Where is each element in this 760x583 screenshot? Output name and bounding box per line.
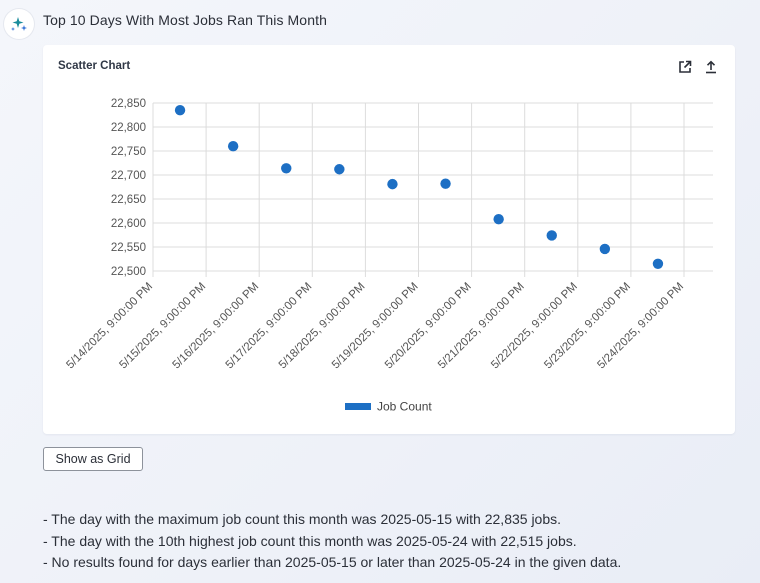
x-tick-label: 5/16/2025, 9:00:00 PM bbox=[171, 281, 262, 372]
data-point bbox=[546, 230, 557, 241]
summary-line: - The day with the 10th highest job coun… bbox=[43, 532, 577, 549]
x-tick-label: 5/17/2025, 9:00:00 PM bbox=[224, 281, 315, 372]
x-tick-label: 5/19/2025, 9:00:00 PM bbox=[330, 281, 421, 372]
y-tick-label: 22,850 bbox=[111, 98, 146, 110]
y-tick-label: 22,600 bbox=[111, 218, 146, 230]
message-title: Top 10 Days With Most Jobs Ran This Mont… bbox=[43, 12, 327, 28]
y-tick-label: 22,750 bbox=[111, 146, 146, 158]
data-point bbox=[440, 178, 451, 189]
data-point bbox=[652, 258, 664, 269]
x-tick-label: 5/20/2025, 9:00:00 PM bbox=[383, 281, 474, 372]
y-tick-label: 22,500 bbox=[111, 266, 146, 278]
assistant-avatar bbox=[4, 9, 34, 39]
data-point bbox=[281, 163, 292, 174]
chart-card-actions bbox=[677, 59, 719, 75]
sparkle-icon bbox=[11, 17, 27, 31]
y-tick-label: 22,700 bbox=[111, 170, 146, 182]
data-point bbox=[599, 243, 611, 255]
summary-line: - The day with the maximum job count thi… bbox=[43, 511, 562, 527]
data-point bbox=[227, 141, 239, 152]
x-tick-label: 5/21/2025, 9:00:00 PM bbox=[436, 281, 527, 372]
data-point bbox=[174, 105, 186, 116]
legend-swatch bbox=[345, 403, 371, 410]
data-point bbox=[493, 213, 504, 225]
x-tick-label: 5/18/2025, 9:00:00 PM bbox=[277, 281, 368, 372]
upload-button[interactable] bbox=[703, 59, 719, 75]
data-point bbox=[334, 164, 345, 175]
show-as-grid-button[interactable]: Show as Grid bbox=[43, 447, 143, 471]
y-tick-label: 22,650 bbox=[111, 194, 146, 206]
x-tick-label: 5/22/2025, 9:00:00 PM bbox=[489, 281, 580, 372]
chart-card-title: Scatter Chart bbox=[58, 60, 131, 72]
x-tick-label: 5/24/2025, 9:00:00 PM bbox=[595, 281, 686, 372]
summary-text: - The day with the maximum job count thi… bbox=[43, 509, 621, 574]
chart-card: 22,850 22,800 22,750 22,700 22,650 22,600 22,5… bbox=[43, 45, 735, 434]
data-point bbox=[387, 178, 398, 190]
open-external-icon bbox=[679, 60, 692, 73]
open-external-button[interactable] bbox=[677, 59, 693, 75]
scatter-chart: 22,850 22,800 22,750 22,700 22,650 22,600 22,5… bbox=[64, 98, 713, 414]
x-tick-label: 5/23/2025, 9:00:00 PM bbox=[542, 281, 633, 372]
y-tick-label: 22,550 bbox=[111, 242, 146, 254]
summary-line: - No results found for days earlier than… bbox=[43, 554, 622, 570]
x-tick-label: 5/14/2025, 9:00:00 PM bbox=[64, 281, 155, 372]
legend-label: Job Count bbox=[377, 400, 432, 414]
upload-icon bbox=[706, 60, 716, 74]
x-tick-label: 5/15/2025, 9:00:00 PM bbox=[117, 281, 208, 372]
y-tick-label: 22,800 bbox=[111, 122, 146, 134]
